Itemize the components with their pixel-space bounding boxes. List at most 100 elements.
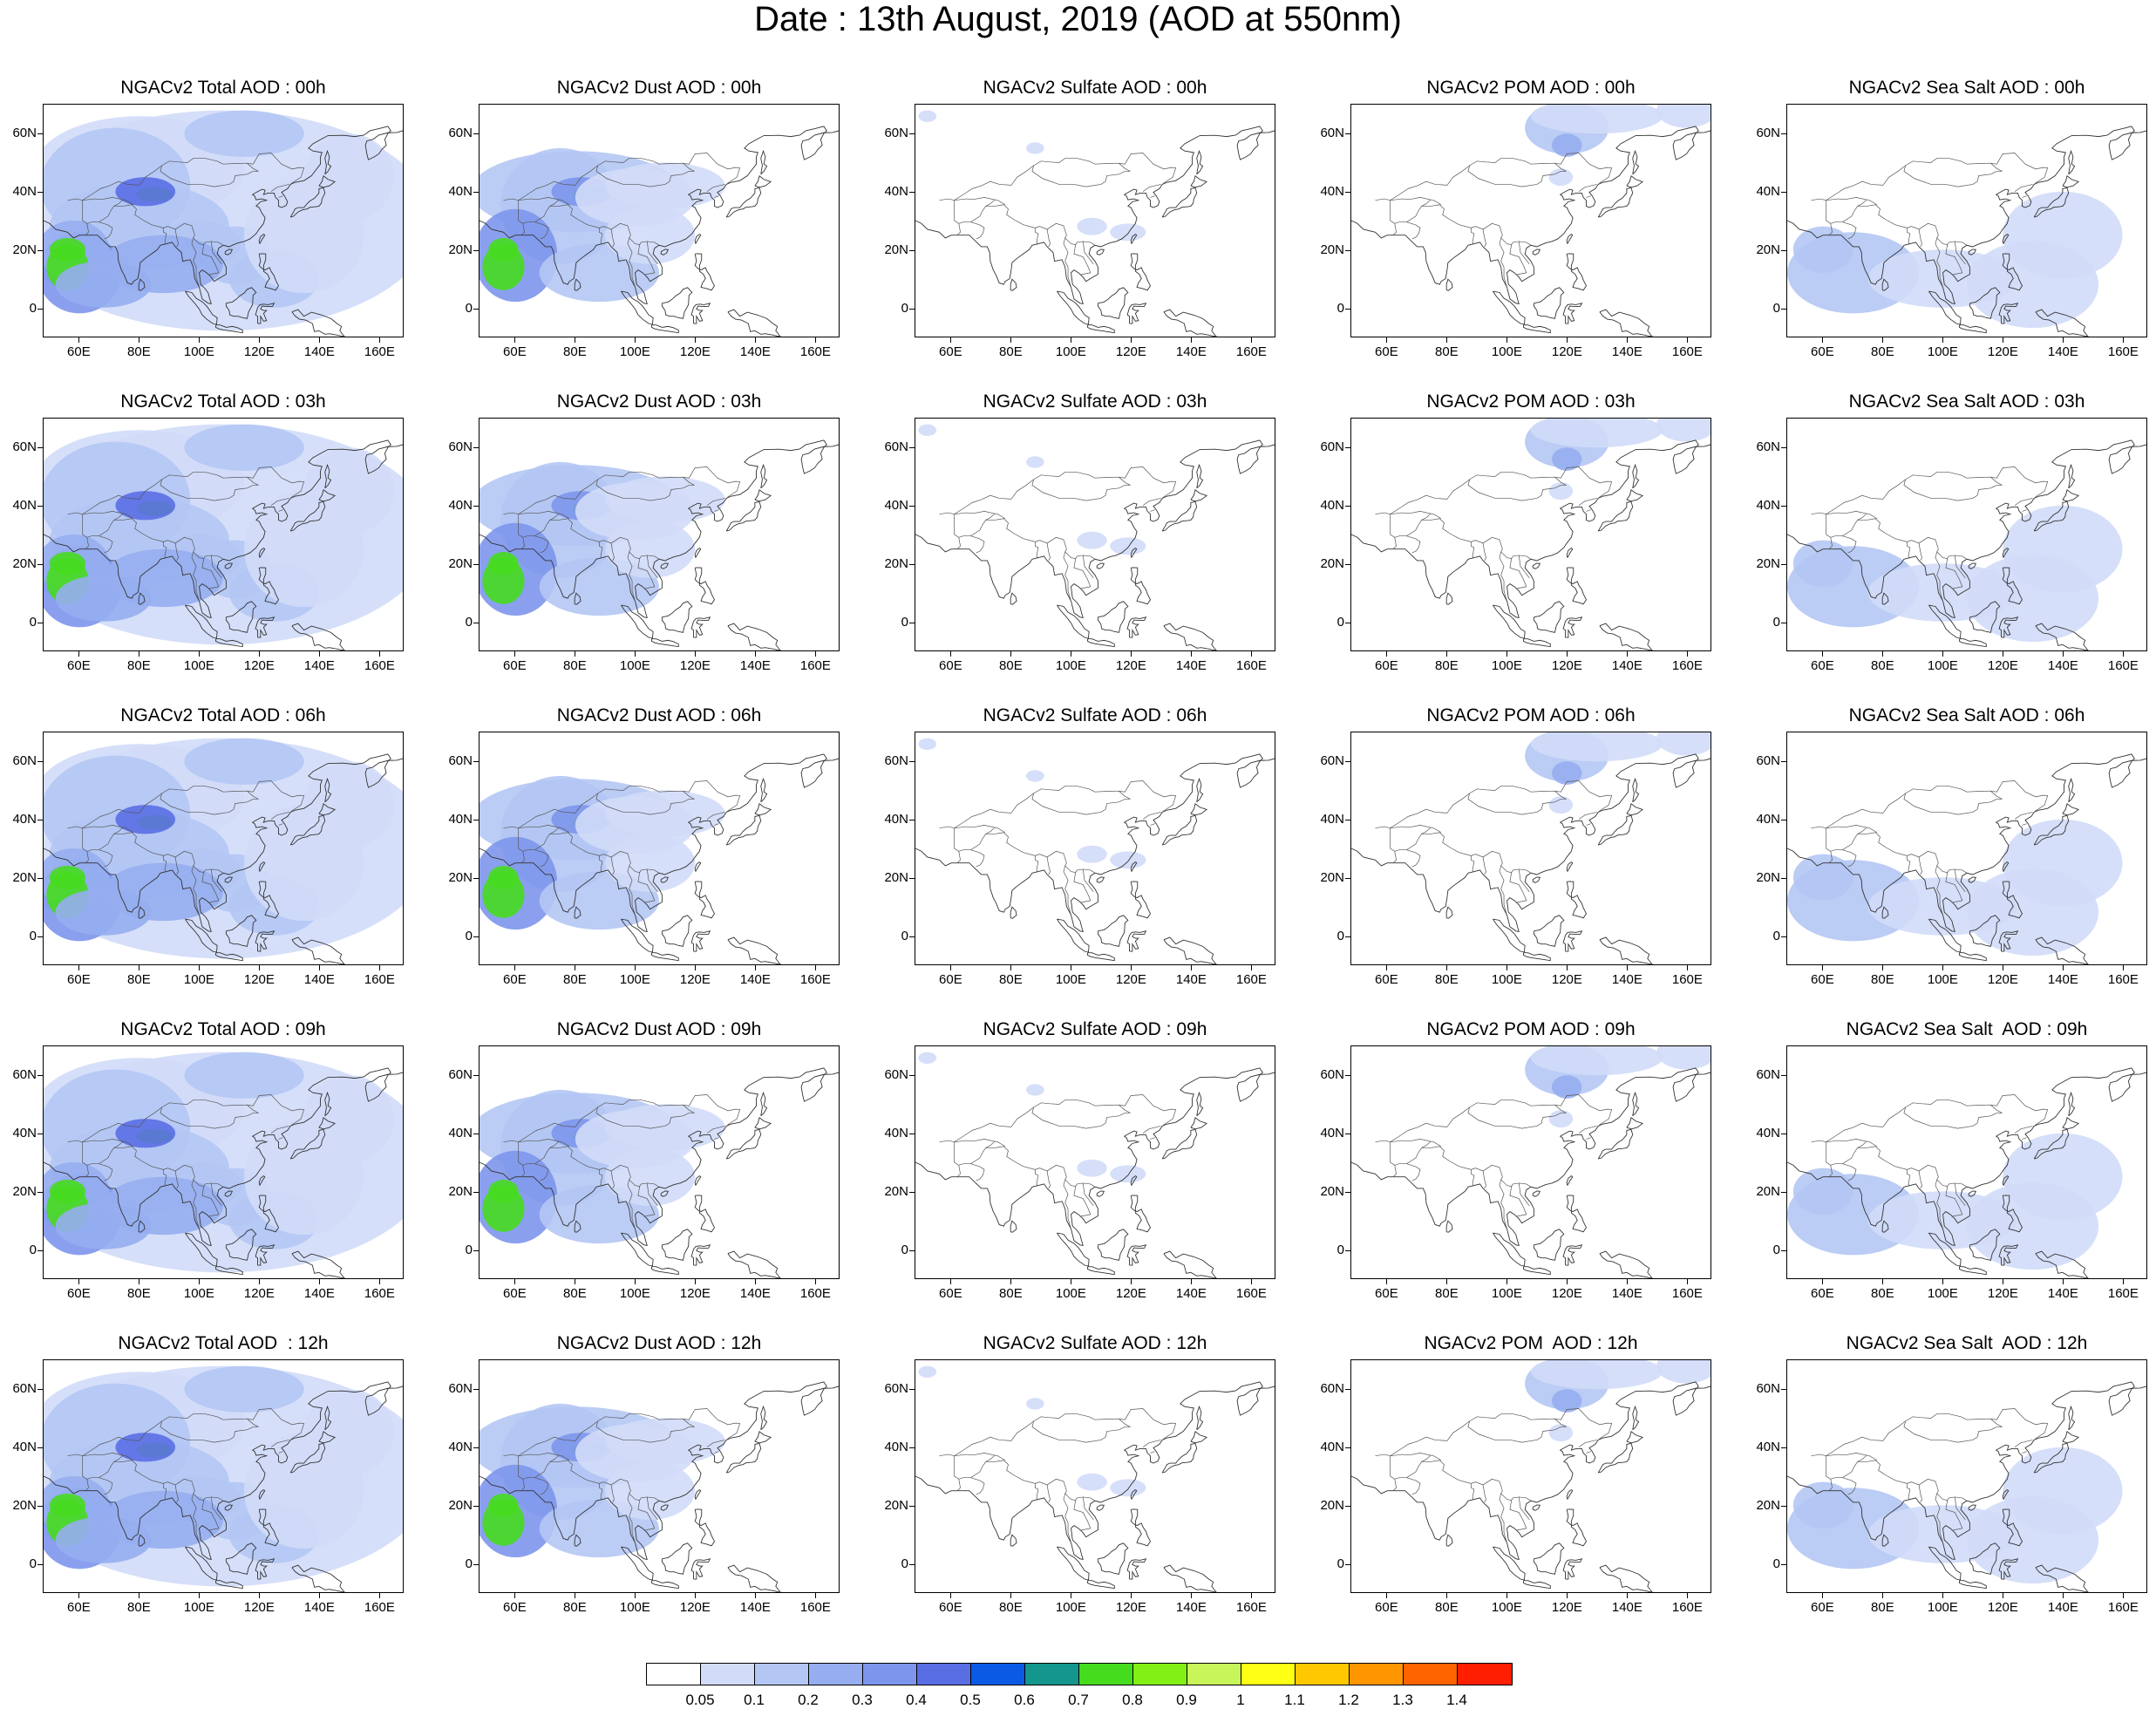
coastline (690, 616, 711, 638)
coastline (1881, 1534, 1889, 1547)
latitude-label: 20N (448, 555, 473, 571)
coastline (694, 1489, 702, 1500)
longitude-label: 100E (183, 658, 214, 673)
coastline (1566, 1195, 1588, 1233)
colorbar-swatch (1187, 1664, 1241, 1685)
latitude-tick (1781, 1191, 1786, 1193)
longitude-tick (2123, 965, 2125, 970)
coastline (1190, 175, 1208, 188)
map-panel-dust-09h: NGACv2 Dust AOD : 09h 60N 40N 20N 0 60E 80E 100… (436, 1018, 846, 1315)
coastline (1190, 489, 1208, 502)
country-border (1586, 195, 1591, 198)
country-border (549, 204, 660, 246)
longitude-label: 80E (1871, 658, 1894, 673)
country-border (1034, 1483, 1039, 1501)
coastline (1097, 601, 1129, 633)
country-border (1031, 1418, 1131, 1443)
colorbar-swatch (1133, 1664, 1187, 1685)
latitude-tick (473, 133, 479, 134)
longitude-tick (2063, 1279, 2064, 1284)
latitude-label: 60N (12, 439, 37, 454)
latitude-label: 20N (884, 1183, 908, 1199)
country-border (1945, 244, 1963, 276)
country-border (954, 1453, 996, 1480)
longitude-label: 140E (1175, 658, 1207, 673)
coastline (2033, 1442, 2070, 1474)
coastline (1130, 1195, 1152, 1233)
longitude-tick (950, 965, 952, 970)
latitude-tick (1345, 308, 1350, 310)
latitude-tick (909, 308, 915, 310)
country-border (82, 466, 305, 514)
coastline (1597, 814, 1634, 846)
country-border (174, 1484, 179, 1503)
coastline (574, 1534, 582, 1547)
coastline (694, 1175, 702, 1186)
longitude-label: 160E (1235, 972, 1267, 987)
colorbar-label: 0.7 (1068, 1692, 1089, 1708)
coastline (1057, 604, 1090, 639)
longitude-tick (635, 1593, 636, 1598)
coastline (1969, 915, 2001, 947)
longitude-label: 160E (2107, 658, 2139, 673)
longitude-tick (78, 651, 80, 657)
country-border (939, 512, 955, 515)
country-border (174, 228, 179, 248)
panel-title: NGACv2 POM AOD : 00h (1426, 78, 1636, 98)
coastline (1532, 562, 1541, 569)
country-border (1390, 825, 1432, 852)
aerosol-field-patch (184, 1365, 304, 1413)
colorbar-swatch (647, 1664, 701, 1685)
country-border (82, 1141, 89, 1177)
latitude-tick (909, 133, 915, 134)
longitude-tick (1191, 651, 1193, 657)
latitude-label: 60N (12, 752, 37, 768)
latitude-label: 0 (465, 1556, 473, 1571)
country-border (1375, 826, 1391, 829)
latitude-label: 60N (884, 125, 908, 140)
coastline (915, 439, 1275, 618)
longitude-tick (1386, 337, 1388, 343)
aerosol-field-patch (1548, 796, 1574, 814)
aerosol-field-patch (303, 133, 394, 221)
coastline (1163, 1250, 1218, 1278)
coastline (1130, 253, 1152, 291)
country-border (1046, 542, 1051, 562)
map-frame (1786, 418, 2147, 651)
country-border (637, 244, 656, 276)
coastline (291, 1564, 346, 1592)
coastline (225, 287, 257, 319)
coastline (1787, 439, 2146, 618)
coastline (214, 952, 243, 962)
country-border (706, 498, 725, 507)
country-border (67, 1140, 83, 1143)
country-border (939, 1140, 955, 1143)
coastline (1126, 303, 1147, 324)
map-frame (479, 418, 840, 651)
coastline (1998, 1244, 2019, 1266)
longitude-tick (2123, 651, 2125, 657)
latitude-tick (37, 133, 43, 134)
country-border (1866, 513, 1878, 520)
longitude-label: 140E (303, 658, 335, 673)
country-border (518, 1408, 741, 1456)
latitude-tick (473, 446, 479, 448)
latitude-tick (1781, 133, 1786, 134)
longitude-tick (1567, 337, 1568, 343)
country-border (1945, 1500, 1963, 1531)
longitude-tick (2063, 1593, 2064, 1598)
latitude-label: 0 (1336, 614, 1344, 630)
latitude-tick (37, 1249, 43, 1251)
longitude-tick (815, 965, 817, 970)
coastline (318, 489, 337, 502)
country-border (646, 241, 658, 265)
colorbar-swatch (1241, 1664, 1296, 1685)
country-border (160, 476, 259, 501)
coastline (1196, 1091, 1204, 1117)
country-border (598, 228, 603, 245)
latitude-tick (909, 191, 915, 193)
coastline (660, 1190, 670, 1197)
panel-title: NGACv2 Sulfate AOD : 12h (983, 1333, 1207, 1353)
coastline (1126, 1244, 1147, 1266)
country-border (1063, 237, 1071, 288)
